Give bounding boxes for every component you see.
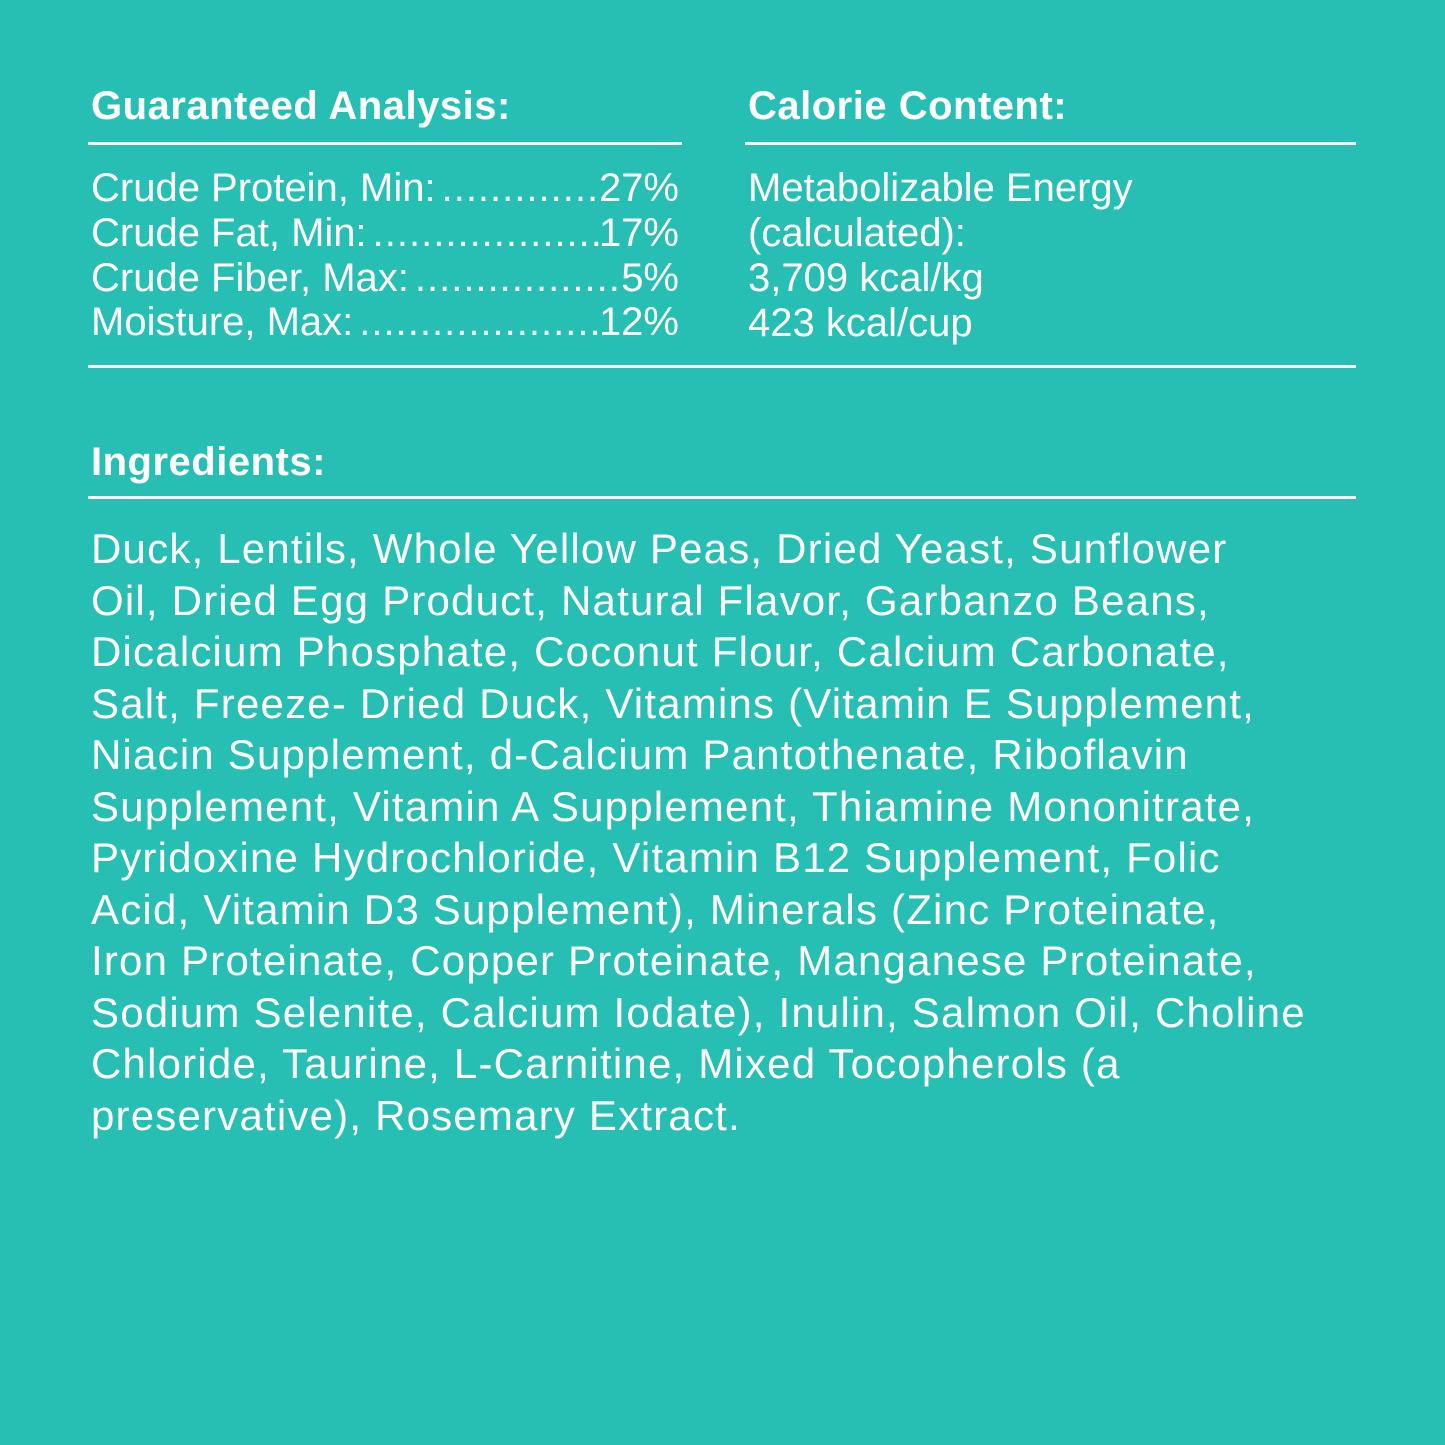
dot-leader: ........................................… bbox=[372, 211, 599, 255]
ingredients-heading: Ingredients: bbox=[91, 440, 326, 484]
ingredients-line: Salt, Freeze- Dried Duck, Vitamins (Vita… bbox=[91, 679, 1255, 727]
ingredients-line: Dicalcium Phosphate, Coconut Flour, Calc… bbox=[91, 628, 1230, 675]
ingredients-line: Supplement, Vitamin A Supplement, Thiami… bbox=[91, 782, 1256, 830]
calorie-line: 3,709 kcal/kg bbox=[748, 256, 984, 300]
calorie-line: 423 kcal/cup bbox=[748, 301, 973, 345]
ingredients-text: Duck, Lentils, Whole Yellow Peas, Dried … bbox=[91, 523, 1306, 1141]
ingredients-line: preservative), Rosemary Extract. bbox=[91, 1091, 741, 1139]
analysis-label: Crude Fat, Min: bbox=[91, 211, 367, 255]
divider bbox=[88, 365, 1356, 368]
dot-leader: ........................................… bbox=[359, 300, 599, 344]
analysis-row: Crude Fat, Min:.........................… bbox=[91, 211, 679, 256]
calorie-line: Metabolizable Energy bbox=[748, 166, 1133, 210]
divider bbox=[88, 496, 1356, 499]
analysis-label: Crude Protein, Min: bbox=[91, 166, 436, 210]
ingredients-line: Pyridoxine Hydrochloride, Vitamin B12 Su… bbox=[91, 834, 1221, 881]
ingredients-line: Chloride, Taurine, L-Carnitine, Mixed To… bbox=[91, 1040, 1121, 1087]
ingredients-line: Duck, Lentils, Whole Yellow Peas, Dried … bbox=[91, 525, 1228, 572]
analysis-row: Crude Protein, Min:.....................… bbox=[91, 166, 679, 211]
ingredients-line: Oil, Dried Egg Product, Natural Flavor, … bbox=[91, 576, 1210, 624]
divider bbox=[88, 142, 682, 145]
divider bbox=[745, 142, 1356, 145]
analysis-row: Moisture, Max:..........................… bbox=[91, 300, 679, 345]
calorie-line: (calculated): bbox=[748, 211, 966, 255]
ingredients-line: Iron Proteinate, Copper Proteinate, Mang… bbox=[91, 937, 1257, 984]
analysis-label: Moisture, Max: bbox=[91, 300, 354, 344]
ingredients-line: Acid, Vitamin D3 Supplement), Minerals (… bbox=[91, 885, 1220, 933]
analysis-row: Crude Fiber, Max:.......................… bbox=[91, 256, 679, 301]
ingredients-line: Sodium Selenite, Calcium Iodate), Inulin… bbox=[91, 988, 1306, 1036]
ingredients-line: Niacin Supplement, d-Calcium Pantothenat… bbox=[91, 731, 1189, 778]
calorie-content: Metabolizable Energy (calculated): 3,709… bbox=[748, 166, 1133, 346]
dot-leader: ........................................… bbox=[414, 256, 621, 300]
calorie-content-heading: Calorie Content: bbox=[748, 84, 1068, 128]
guaranteed-analysis-heading: Guaranteed Analysis: bbox=[91, 84, 511, 128]
analysis-label: Crude Fiber, Max: bbox=[91, 256, 409, 300]
dot-leader: ........................................… bbox=[441, 166, 599, 210]
analysis-value: 27% bbox=[598, 166, 679, 210]
analysis-value: 17% bbox=[598, 211, 679, 255]
analysis-value: 12% bbox=[598, 300, 679, 344]
analysis-value: 5% bbox=[621, 256, 679, 300]
